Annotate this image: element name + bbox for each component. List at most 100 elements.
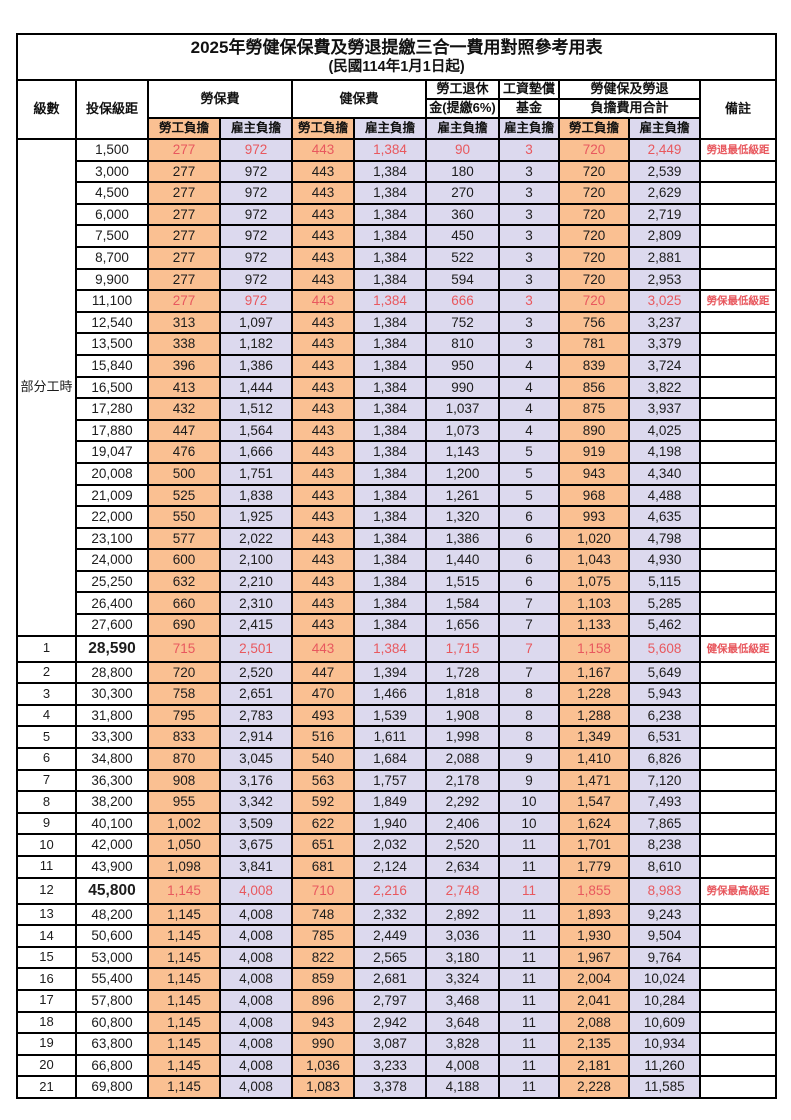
level-cell: 7 <box>16 768 77 793</box>
value-cell: 990 <box>291 1032 355 1056</box>
value-cell: 413 <box>147 375 221 400</box>
value-cell: 1,158 <box>558 634 630 663</box>
value-cell: 277 <box>147 202 221 227</box>
value-cell: 1,384 <box>353 591 427 616</box>
value-cell: 11 <box>498 988 560 1013</box>
value-cell: 822 <box>291 945 355 970</box>
note-cell <box>698 833 778 857</box>
value-cell: 720 <box>558 159 630 184</box>
value-cell: 3,509 <box>219 811 293 836</box>
subheader-total-employee: 勞工負擔 <box>558 117 630 140</box>
value-cell: 3,724 <box>628 353 701 378</box>
table-row: 17,280 432 1,512 443 1,384 1,037 4 875 3,937 <box>17 397 778 421</box>
value-cell: 3 <box>498 332 560 356</box>
salary-cell: 19,047 <box>75 440 149 464</box>
salary-cell: 25,250 <box>75 569 149 594</box>
table-row: 13,500 338 1,182 443 1,384 810 3 781 3,379 <box>17 332 778 356</box>
salary-cell: 21,009 <box>75 483 149 508</box>
value-cell: 1,384 <box>353 267 427 292</box>
value-cell: 3,648 <box>425 1010 500 1035</box>
salary-cell: 48,200 <box>75 902 149 927</box>
salary-cell: 36,300 <box>75 768 149 793</box>
value-cell: 1,584 <box>425 591 500 616</box>
value-cell: 1,261 <box>425 483 500 508</box>
value-cell: 2,651 <box>219 682 293 706</box>
col-header-labor-insurance: 勞保費 <box>147 79 293 119</box>
table-row: 21 69,800 1,145 4,008 1,083 3,378 4,188 11 2,228… <box>16 1075 778 1099</box>
value-cell: 5,285 <box>628 591 701 616</box>
salary-cell: 20,008 <box>75 461 149 486</box>
value-cell: 2,520 <box>425 833 500 857</box>
value-cell: 493 <box>291 703 355 728</box>
value-cell: 4,188 <box>425 1075 500 1099</box>
value-cell: 968 <box>558 483 630 508</box>
value-cell: 11 <box>498 876 560 905</box>
value-cell: 3,378 <box>353 1075 427 1099</box>
value-cell: 1,855 <box>558 876 630 905</box>
salary-cell: 33,300 <box>75 725 149 750</box>
value-cell: 1,145 <box>147 988 221 1013</box>
value-cell: 3,036 <box>425 924 500 948</box>
table-row: 15 53,000 1,145 4,008 822 2,565 3,180 11 1,967 9,… <box>16 945 778 970</box>
value-cell: 4,798 <box>628 526 701 551</box>
value-cell: 1,757 <box>353 768 427 793</box>
value-cell: 9 <box>498 768 560 793</box>
value-cell: 972 <box>219 138 293 162</box>
value-cell: 1,384 <box>353 138 427 162</box>
value-cell: 756 <box>558 310 630 335</box>
value-cell: 2,415 <box>219 613 293 637</box>
value-cell: 5,462 <box>628 613 701 637</box>
value-cell: 3 <box>498 267 560 292</box>
table-body: 部分工時 1,500 277 972 443 1,384 90 3 720 2,449 勞退最低級距… <box>16 138 778 1099</box>
table-row: 6,000 277 972 443 1,384 360 3 720 2,719 <box>17 202 778 227</box>
salary-cell: 43,900 <box>75 855 149 879</box>
value-cell: 1,036 <box>291 1053 355 1078</box>
value-cell: 1,073 <box>425 418 500 443</box>
value-cell: 3,841 <box>219 855 293 879</box>
value-cell: 180 <box>425 159 500 184</box>
value-cell: 10,934 <box>628 1032 701 1056</box>
value-cell: 443 <box>291 245 355 270</box>
salary-cell: 38,200 <box>75 790 149 814</box>
value-cell: 856 <box>558 375 630 400</box>
salary-cell: 45,800 <box>75 876 149 905</box>
value-cell: 443 <box>291 526 355 551</box>
table-row: 12 45,800 1,145 4,008 710 2,216 2,748 11 1,855 8,… <box>16 876 778 905</box>
value-cell: 1,564 <box>219 418 293 443</box>
value-cell: 443 <box>291 461 355 486</box>
value-cell: 1,384 <box>353 397 427 421</box>
value-cell: 1,288 <box>558 703 630 728</box>
value-cell: 90 <box>425 138 500 162</box>
note-cell <box>698 440 778 464</box>
level-cell: 6 <box>16 747 77 771</box>
value-cell: 1,701 <box>558 833 630 857</box>
value-cell: 2,449 <box>628 138 701 162</box>
value-cell: 2,332 <box>353 902 427 927</box>
note-cell <box>698 945 778 970</box>
value-cell: 11 <box>498 1010 560 1035</box>
note-cell <box>698 569 778 594</box>
value-cell: 447 <box>147 418 221 443</box>
value-cell: 2,629 <box>628 181 701 205</box>
value-cell: 4,008 <box>219 902 293 927</box>
value-cell: 443 <box>291 332 355 356</box>
value-cell: 1,386 <box>219 353 293 378</box>
col-header-note: 備註 <box>698 79 778 140</box>
value-cell: 1,020 <box>558 526 630 551</box>
note-cell: 勞保最高級距 <box>698 876 778 905</box>
value-cell: 2,032 <box>353 833 427 857</box>
value-cell: 443 <box>291 289 355 313</box>
value-cell: 8 <box>498 703 560 728</box>
value-cell: 1,145 <box>147 1053 221 1078</box>
value-cell: 2,797 <box>353 988 427 1013</box>
value-cell: 5,649 <box>628 660 701 685</box>
value-cell: 6 <box>498 548 560 572</box>
value-cell: 8,983 <box>628 876 701 905</box>
value-cell: 1,167 <box>558 660 630 685</box>
value-cell: 1,037 <box>425 397 500 421</box>
value-cell: 972 <box>219 159 293 184</box>
level-cell: 16 <box>16 967 77 991</box>
value-cell: 752 <box>425 310 500 335</box>
value-cell: 666 <box>425 289 500 313</box>
salary-cell: 15,840 <box>75 353 149 378</box>
